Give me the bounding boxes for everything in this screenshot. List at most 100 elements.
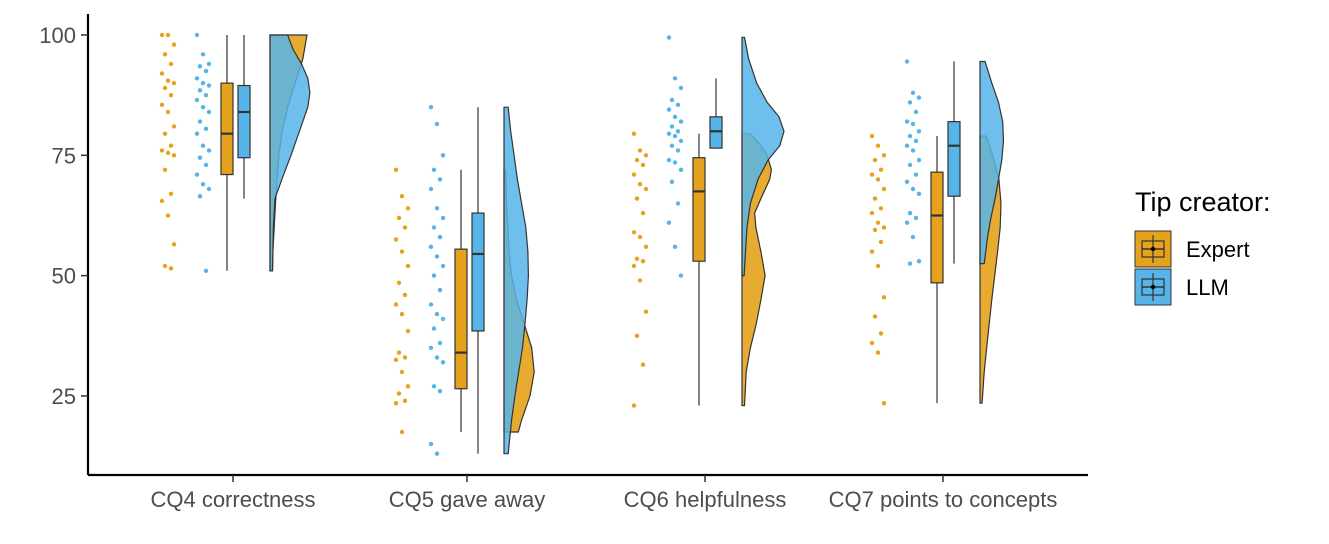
point-llm-group-4: [916, 157, 922, 163]
x-tick-label: CQ6 helpfulness: [624, 487, 787, 512]
point-expert-group-4: [872, 227, 878, 233]
y-tick-label: 25: [52, 384, 76, 409]
point-llm-group-2: [434, 121, 440, 127]
point-llm-group-4: [904, 143, 910, 148]
point-expert-group-2: [396, 215, 402, 221]
point-expert-group-3: [637, 234, 643, 240]
point-expert-group-4: [878, 331, 884, 336]
point-expert-group-3: [631, 403, 637, 408]
point-llm-group-1: [197, 88, 203, 93]
point-llm-group-2: [440, 215, 446, 221]
point-llm-group-4: [910, 234, 916, 240]
point-llm-group-3: [672, 133, 678, 139]
box-expert-group-2: [454, 248, 468, 390]
point-llm-group-1: [200, 182, 206, 187]
point-llm-group-3: [666, 157, 672, 163]
legend-label: Expert: [1186, 237, 1250, 262]
point-expert-group-2: [405, 384, 411, 389]
point-expert-group-4: [872, 196, 878, 201]
point-llm-group-4: [904, 59, 910, 64]
point-llm-group-1: [197, 119, 203, 124]
point-llm-group-2: [440, 316, 446, 322]
point-expert-group-1: [171, 124, 177, 129]
box-llm-group-3: [709, 116, 723, 149]
boxplots: [220, 35, 961, 454]
point-expert-group-1: [171, 80, 177, 86]
point-llm-group-1: [203, 126, 209, 131]
point-llm-group-2: [440, 263, 446, 269]
point-llm-group-2: [437, 177, 443, 182]
density-clouds: [269, 34, 1005, 455]
point-llm-group-2: [434, 355, 440, 360]
point-llm-group-1: [200, 105, 206, 110]
point-llm-group-2: [428, 345, 434, 350]
point-llm-group-3: [666, 131, 672, 136]
point-llm-group-3: [678, 85, 684, 91]
point-expert-group-4: [872, 314, 878, 319]
box-expert-group-3: [692, 157, 706, 262]
point-expert-group-1: [165, 78, 171, 83]
point-llm-group-4: [907, 133, 913, 139]
point-llm-group-1: [197, 155, 203, 160]
density-llm-group-2: [503, 106, 530, 455]
point-expert-group-1: [159, 32, 165, 38]
point-expert-group-3: [631, 172, 637, 177]
point-expert-group-4: [869, 340, 875, 346]
point-llm-group-3: [675, 148, 681, 153]
point-llm-group-4: [910, 186, 916, 192]
point-expert-group-1: [168, 93, 174, 98]
box-expert-group-1: [220, 82, 234, 176]
point-llm-group-2: [434, 311, 440, 317]
point-llm-group-1: [200, 80, 206, 86]
point-expert-group-3: [637, 278, 643, 283]
point-expert-group-4: [881, 401, 887, 406]
point-expert-group-2: [393, 167, 399, 172]
point-expert-group-2: [405, 263, 411, 269]
point-expert-group-1: [171, 42, 177, 47]
point-llm-group-4: [910, 121, 916, 127]
point-llm-group-3: [678, 138, 684, 144]
point-llm-group-4: [913, 138, 919, 144]
point-llm-group-4: [916, 95, 922, 100]
point-expert-group-1: [162, 263, 168, 269]
point-expert-group-2: [402, 355, 408, 360]
axes: 25 50 75 100 CQ4 correctness CQ5 gave away CQ6…: [39, 14, 1088, 512]
point-expert-group-4: [869, 249, 875, 254]
point-expert-group-3: [634, 157, 640, 163]
point-expert-group-4: [869, 210, 875, 216]
point-llm-group-1: [203, 93, 209, 98]
point-llm-group-2: [434, 451, 440, 456]
point-expert-group-4: [875, 263, 881, 269]
box-expert-group-4: [930, 171, 944, 284]
point-llm-group-4: [916, 191, 922, 196]
point-llm-group-3: [669, 179, 675, 184]
point-expert-group-4: [881, 186, 887, 192]
legend-key-dot: [1150, 284, 1156, 290]
box-llm-group-2: [471, 212, 485, 332]
point-llm-group-2: [431, 225, 437, 230]
point-expert-group-3: [640, 162, 646, 168]
point-expert-group-1: [168, 266, 174, 271]
point-expert-group-1: [168, 191, 174, 196]
point-llm-group-3: [672, 160, 678, 165]
point-llm-group-3: [678, 273, 684, 278]
x-tick-label: CQ7 points to concepts: [829, 487, 1058, 512]
point-expert-group-2: [399, 194, 405, 199]
point-expert-group-2: [396, 280, 402, 285]
point-expert-group-3: [643, 244, 649, 249]
point-expert-group-1: [171, 242, 177, 247]
point-llm-group-2: [434, 206, 440, 211]
point-expert-group-2: [393, 237, 399, 242]
legend-item-llm: LLM: [1134, 268, 1229, 306]
point-llm-group-3: [672, 76, 678, 81]
legend-title: Tip creator:: [1135, 187, 1271, 217]
point-llm-group-1: [200, 52, 206, 57]
point-expert-group-4: [872, 157, 878, 163]
point-llm-group-1: [206, 61, 212, 67]
point-llm-group-1: [206, 186, 212, 192]
point-expert-group-1: [159, 102, 165, 108]
point-llm-group-4: [907, 162, 913, 168]
box-llm-group-4: [947, 121, 961, 197]
point-llm-group-1: [203, 268, 209, 273]
point-llm-group-1: [197, 194, 203, 199]
